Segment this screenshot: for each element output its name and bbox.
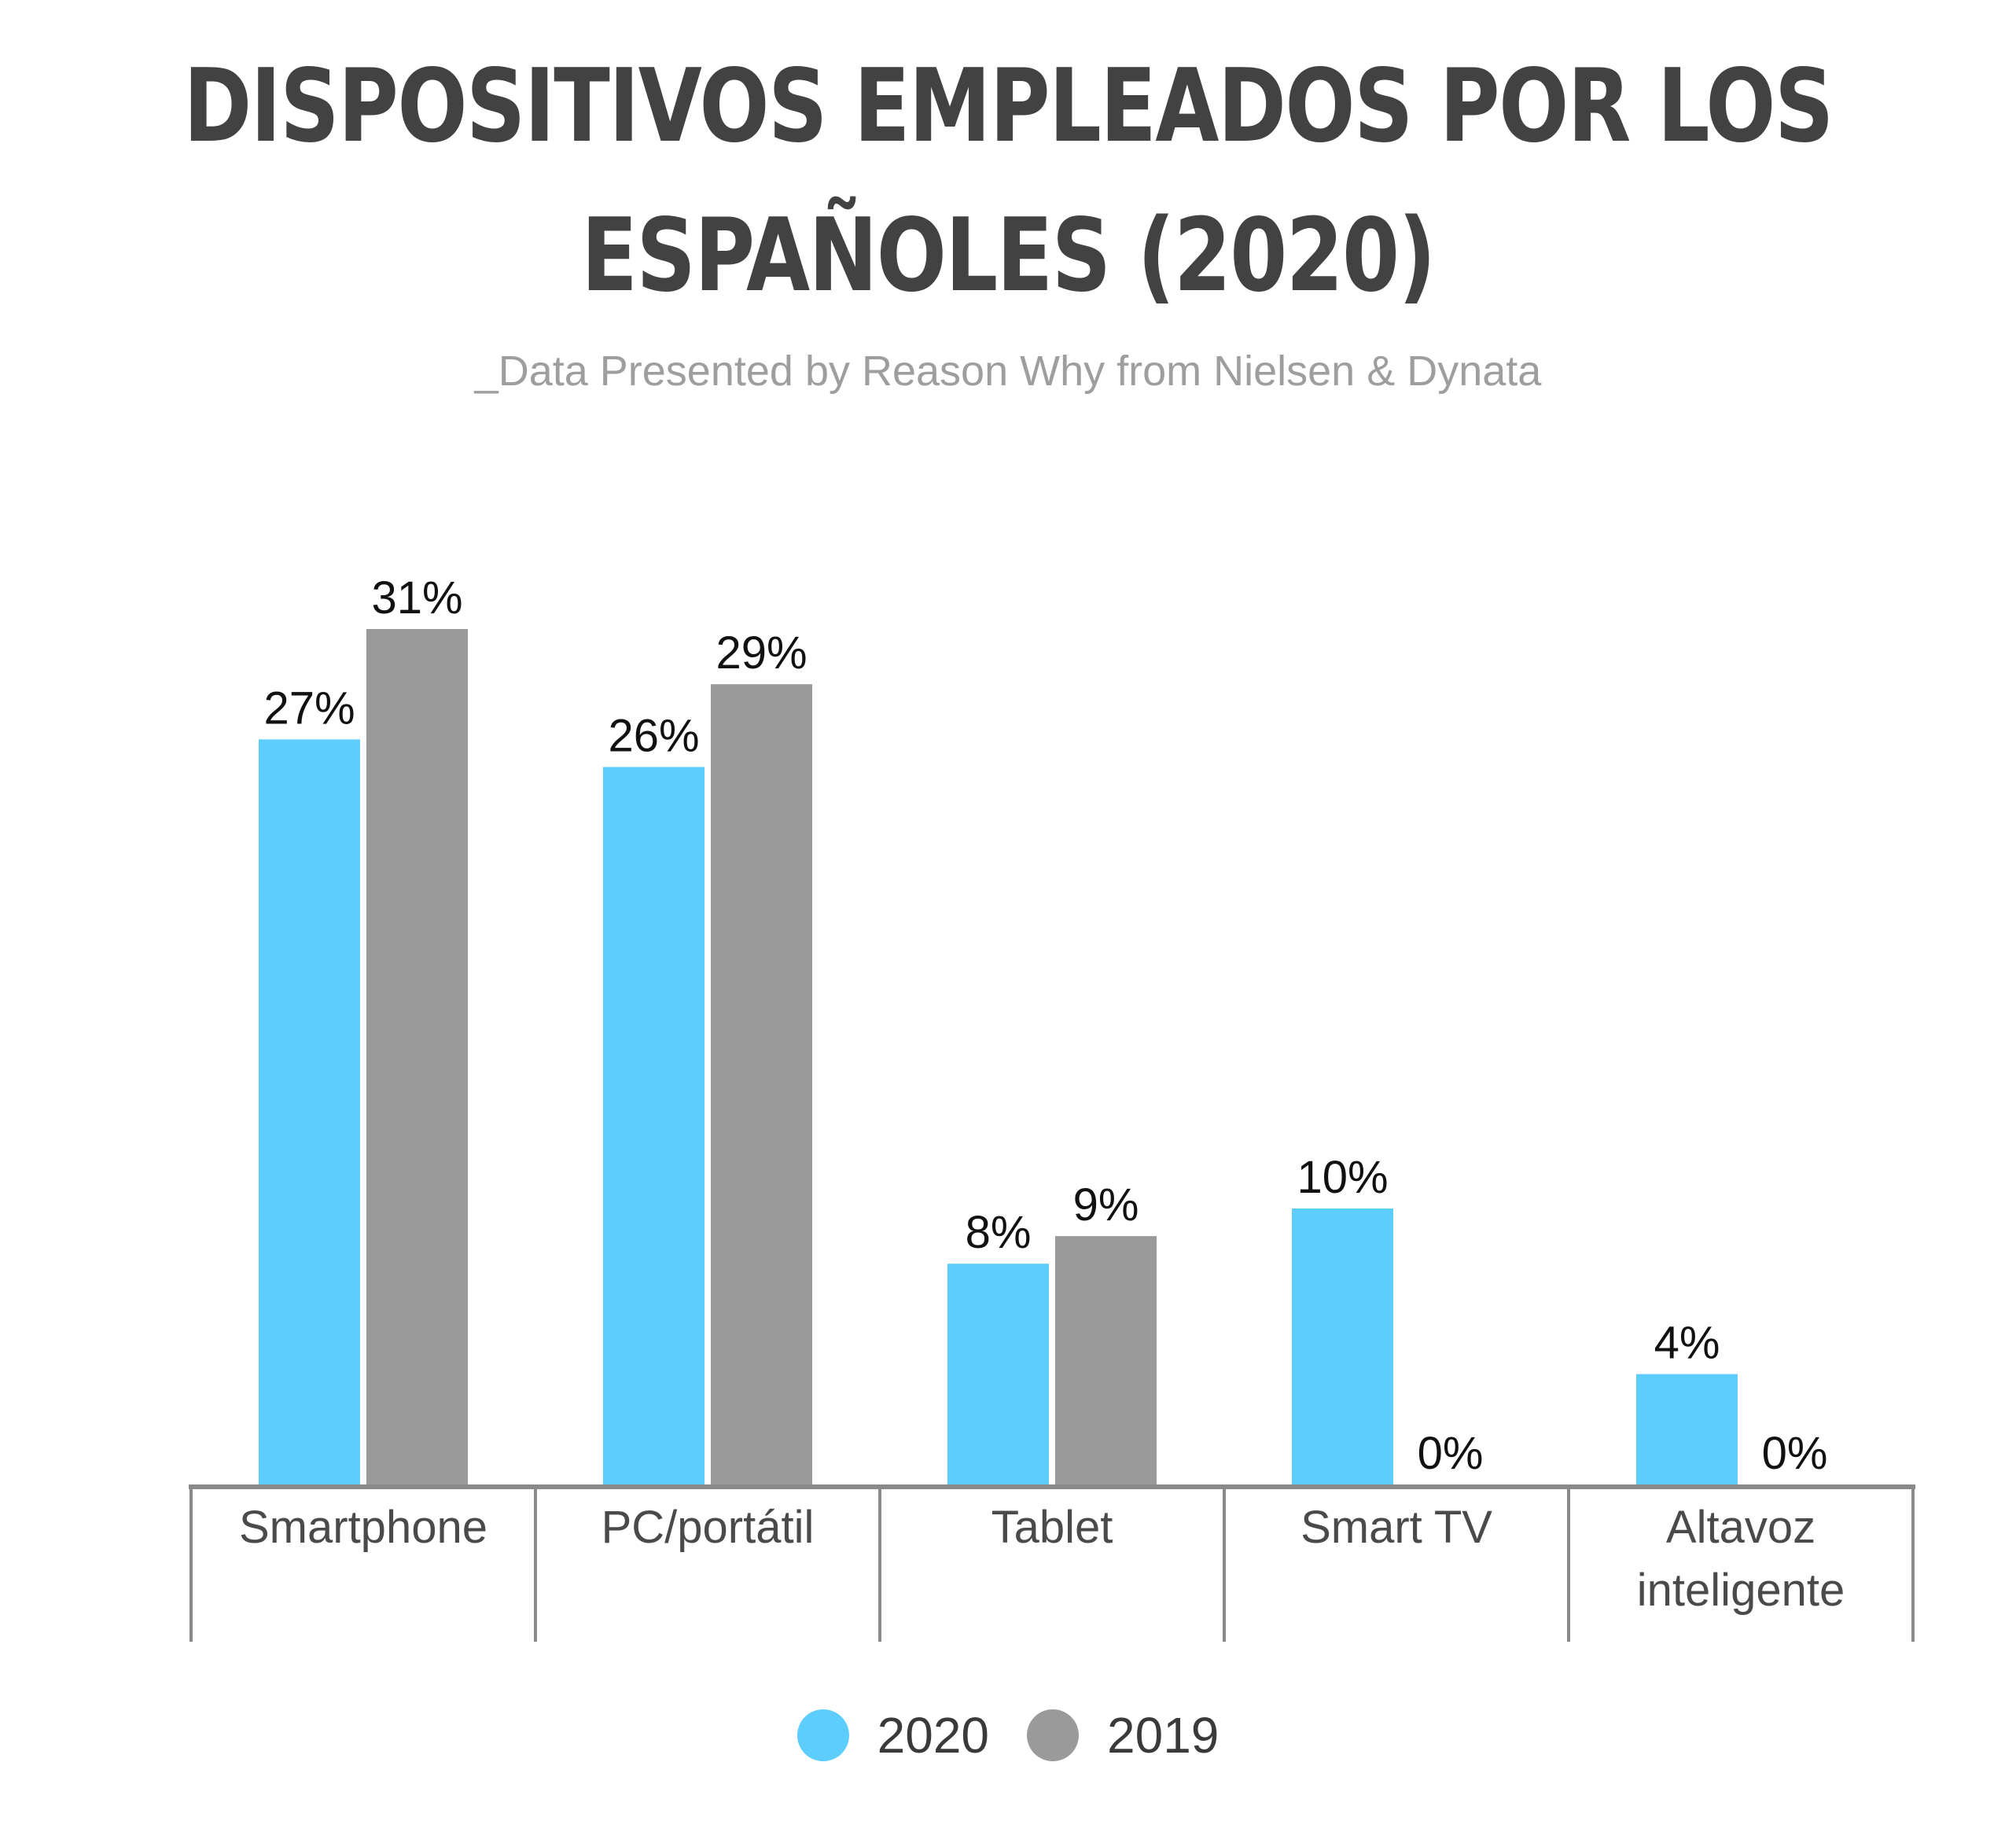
data-label-2020-smartphone: 27% (263, 682, 355, 734)
data-label-2019-tablet: 9% (1073, 1179, 1139, 1231)
x-tick-label-smartphone: Smartphone (239, 1502, 487, 1553)
data-label-2019-altavoz-inteligente: 0% (1762, 1428, 1828, 1479)
x-tick-label-smart-tv: Smart TV (1300, 1502, 1492, 1553)
data-label-2019-smart-tv: 0% (1418, 1428, 1484, 1479)
bar-2020-tablet[interactable] (947, 1264, 1049, 1484)
legend-label-2020: 2020 (877, 1707, 989, 1764)
x-tick-label-pc-port-til: PC/portátil (601, 1502, 815, 1553)
bar-2020-smartphone[interactable] (259, 739, 360, 1484)
bar-2020-smart-tv[interactable] (1292, 1208, 1393, 1484)
bar-2020-pc-port-til[interactable] (603, 767, 704, 1484)
data-label-2019-smartphone: 31% (371, 572, 462, 624)
legend-item-2019[interactable]: 2019 (1027, 1706, 1219, 1764)
bar-2019-pc-port-til[interactable] (711, 684, 812, 1484)
legend-swatch-2019 (1027, 1709, 1079, 1761)
data-label-2020-tablet: 8% (966, 1207, 1032, 1258)
legend-label-2019: 2019 (1107, 1707, 1220, 1764)
data-label-2020-altavoz-inteligente: 4% (1654, 1318, 1720, 1369)
chart-title-line-2: ESPAÑOLES (2020) (581, 197, 1436, 315)
chart-legend: 2020 2019 (0, 1706, 2016, 1764)
x-tick-label-tablet: Tablet (991, 1502, 1113, 1553)
chart-title-line-1: DISPOSITIVOS EMPLEADOS POR LOS (183, 48, 1834, 165)
data-label-2020-pc-port-til: 26% (608, 710, 699, 761)
bar-2019-tablet[interactable] (1055, 1236, 1157, 1484)
bar-2019-smartphone[interactable] (366, 629, 468, 1484)
data-label-2020-smart-tv: 10% (1297, 1152, 1388, 1203)
x-tick-label-altavoz-inteligente: Altavoz inteligente (1637, 1502, 1845, 1616)
chart-subtitle: _Data Presented by Reason Why from Niels… (474, 348, 1542, 395)
bar-2020-altavoz-inteligente[interactable] (1636, 1374, 1738, 1484)
legend-swatch-2020 (796, 1709, 849, 1761)
legend-item-2020[interactable]: 2020 (796, 1706, 989, 1764)
data-label-2019-pc-port-til: 29% (716, 627, 807, 679)
